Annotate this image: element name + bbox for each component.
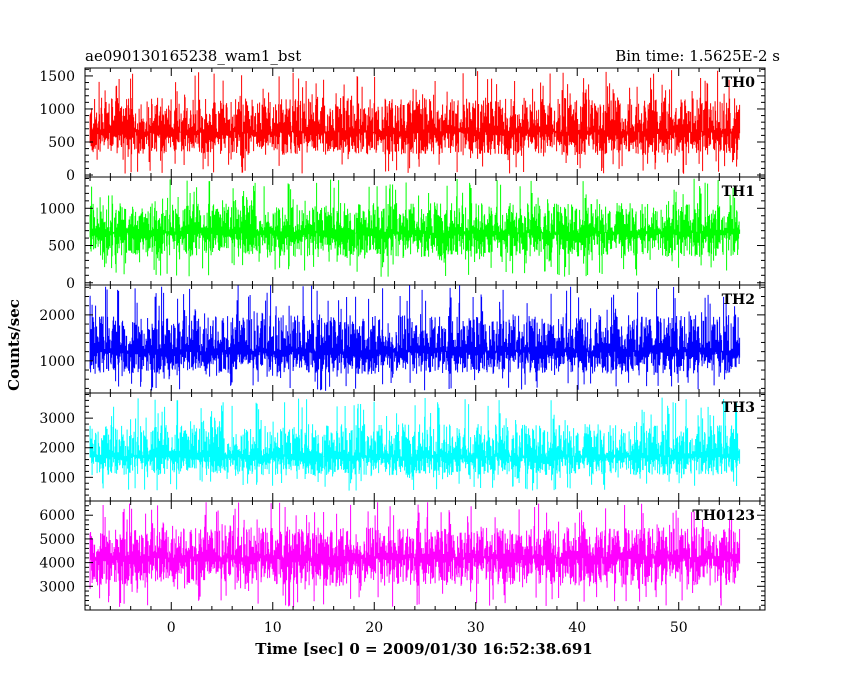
series-line-th2 bbox=[89, 285, 741, 391]
x-tick-label: 0 bbox=[167, 620, 176, 636]
y-tick-label: 5000 bbox=[39, 532, 75, 548]
y-tick-label: 1000 bbox=[39, 354, 75, 370]
x-tick-label: 30 bbox=[467, 620, 485, 636]
panel-label-th0: TH0 bbox=[722, 75, 756, 91]
y-tick-label: 1000 bbox=[39, 201, 75, 217]
y-tick-label: 6000 bbox=[39, 508, 75, 524]
y-tick-label: 0 bbox=[66, 168, 75, 184]
y-tick-label: 500 bbox=[48, 239, 75, 255]
panel-th2: 1000 2000 TH2 bbox=[39, 284, 766, 394]
series-line-th1 bbox=[89, 178, 741, 277]
panel-label-th3: TH3 bbox=[722, 400, 755, 416]
y-tick-label: 3000 bbox=[39, 411, 75, 427]
bin-time-label: Bin time: 1.5625E-2 s bbox=[615, 47, 780, 65]
y-tick-label: 1000 bbox=[39, 470, 75, 486]
panel-label-th2: TH2 bbox=[722, 292, 755, 308]
panel-th1: 0 500 1000 TH1 bbox=[39, 176, 766, 292]
panel-label-th1: TH1 bbox=[722, 184, 755, 200]
y-tick-label: 0 bbox=[66, 276, 75, 292]
chart-title: ae090130165238_wam1_bst bbox=[85, 47, 301, 65]
panel-frame bbox=[84, 500, 766, 611]
x-tick-label: 50 bbox=[670, 620, 688, 636]
y-tick-label: 500 bbox=[48, 135, 75, 151]
x-axis-label: Time [sec] 0 = 2009/01/30 16:52:38.691 bbox=[255, 640, 592, 658]
y-tick-label: 2000 bbox=[39, 308, 75, 324]
x-tick-label: 40 bbox=[568, 620, 586, 636]
panel-th0: 0 500 1000 1500 TH0 bbox=[39, 67, 766, 184]
x-tick-label: 10 bbox=[264, 620, 282, 636]
y-tick-label: 2000 bbox=[39, 441, 75, 457]
series-line-th0 bbox=[89, 70, 741, 174]
y-tick-label: 1000 bbox=[39, 102, 75, 118]
y-tick-label: 4000 bbox=[39, 556, 75, 572]
panel-th0123: 3000 4000 5000 6000 TH0123 bbox=[39, 500, 766, 611]
y-tick-label: 1500 bbox=[39, 69, 75, 85]
x-tick-label: 20 bbox=[365, 620, 383, 636]
panel-label-th0123: TH0123 bbox=[692, 508, 755, 524]
y-tick-label: 3000 bbox=[39, 579, 75, 595]
series-line-th0123 bbox=[89, 502, 741, 608]
panel-th3: 1000 2000 3000 TH3 bbox=[39, 392, 766, 502]
y-axis-label: Counts/sec bbox=[5, 299, 23, 391]
series-line-th3 bbox=[89, 397, 741, 491]
